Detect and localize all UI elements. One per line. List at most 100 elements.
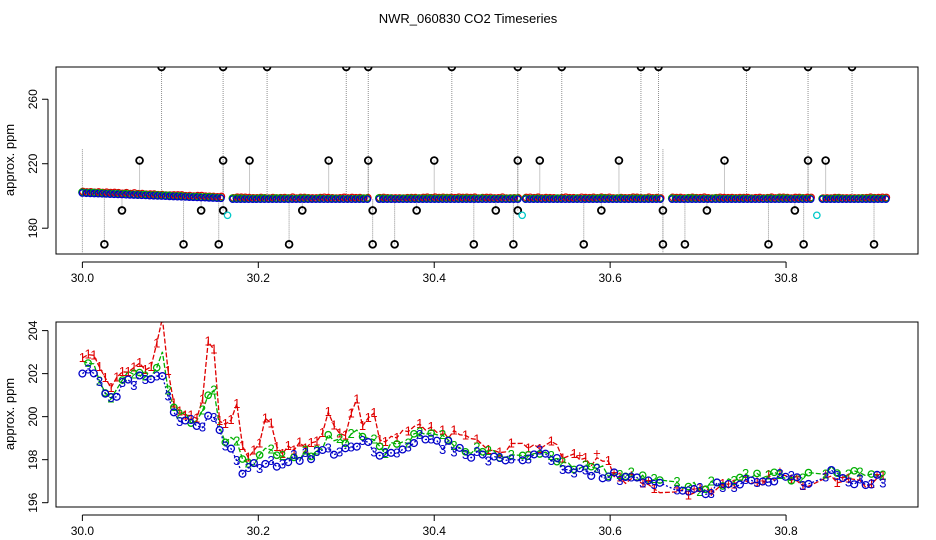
bottom-series1-marker: 1: [233, 396, 240, 411]
bottom-series2-circle: [518, 451, 527, 460]
top-series3-point: [391, 195, 399, 204]
bottom-series1-marker: 1: [450, 423, 457, 438]
top-series3-point: [676, 195, 684, 204]
bottom-series2-circle: [221, 438, 230, 447]
bottom-series1-marker: 1: [205, 334, 212, 349]
bottom-series2-marker: 2: [450, 438, 457, 453]
top-series3-point: [608, 195, 617, 204]
bottom-series2-marker: 2: [548, 448, 555, 463]
bottom-series1-marker: 1: [799, 478, 806, 493]
bottom-series1-marker: 1: [170, 396, 177, 411]
top-series3-point: [798, 195, 807, 204]
top-series3-point: [565, 195, 574, 204]
top-series3-point: [779, 195, 787, 204]
top-series3-point: [533, 195, 542, 204]
bottom-series1-marker: 1: [719, 476, 726, 491]
bottom-series1-plus: +: [690, 481, 698, 496]
top-series3-point: [806, 195, 815, 204]
top-series3-point: [640, 195, 649, 204]
bottom-series3-circle: [621, 472, 630, 482]
bottom-series2-circle: [84, 359, 92, 367]
top-series3-point: [703, 195, 712, 204]
bottom-series2-marker: 2: [165, 382, 172, 397]
bottom-series2-circle: [753, 469, 761, 478]
top-series3-point: [711, 195, 720, 204]
top-series3-point: [783, 195, 791, 204]
top-outlier-point: [368, 206, 377, 215]
top-outlier-point: [799, 240, 808, 249]
top-outlier-point: [702, 206, 712, 215]
bottom-series2-circle: [478, 447, 487, 456]
bottom-series3-circle: [587, 471, 596, 480]
bottom-series3-circle: [838, 474, 847, 483]
top-outlier-point: [803, 156, 813, 165]
top-series3-point: [826, 195, 835, 204]
top-series3-point: [454, 195, 463, 204]
bottom-series2-marker: 2: [742, 466, 749, 481]
bottom-series3-marker: 3: [279, 457, 286, 472]
top-series3-point: [383, 195, 392, 204]
top-series3-point: [557, 195, 566, 204]
bottom-series3-marker: 3: [439, 442, 446, 457]
bottom-series3-circle: [747, 476, 756, 485]
top-series3-point: [403, 195, 411, 204]
bottom-series2-circle: [587, 462, 596, 471]
bottom-series1-marker: 1: [302, 440, 309, 455]
top-series3-point: [304, 195, 312, 204]
top-outlier-point: [117, 206, 127, 215]
bottom-panel-x-tick-label: 30.8: [774, 524, 798, 538]
bottom-series3-circle: [712, 478, 722, 487]
bottom-panel-y-tick-label: 198: [26, 449, 40, 469]
bottom-series3-circle: [226, 444, 236, 453]
bottom-series3-circle: [421, 435, 430, 444]
bottom-series1-plus: +: [593, 446, 601, 461]
top-series3-point: [680, 195, 688, 204]
top-series3-point: [462, 195, 471, 204]
top-series3-point: [438, 195, 447, 204]
top-series3-point: [699, 195, 708, 204]
top-series3-point: [339, 195, 348, 204]
bottom-series3-marker: 3: [165, 388, 172, 403]
bottom-series2-marker: 2: [525, 448, 532, 463]
bottom-series3-marker: 3: [347, 440, 354, 455]
top-series3-point: [102, 190, 110, 198]
bottom-series3-marker: 3: [639, 476, 646, 491]
bottom-series3-marker: 3: [130, 378, 137, 393]
bottom-series3-circle: [770, 477, 779, 486]
top-outlier-point: [469, 240, 479, 249]
top-series3-point: [589, 195, 597, 204]
bottom-series3-circle: [467, 453, 476, 462]
bottom-series2-marker: 2: [845, 467, 852, 482]
top-series3-point: [264, 195, 273, 204]
bottom-series3-circle: [850, 480, 859, 489]
top-series3-point: [648, 195, 657, 204]
bottom-series3-circle: [793, 473, 802, 482]
top-outlier-point: [658, 240, 668, 249]
bottom-series1-marker: 1: [879, 468, 886, 483]
bottom-series3-marker: 3: [628, 469, 635, 484]
top-panel-y-tick-label: 220: [26, 153, 40, 173]
bottom-series3-marker: 3: [153, 368, 160, 383]
bottom-series3-marker: 3: [416, 427, 423, 442]
bottom-series1-plus: +: [793, 469, 801, 484]
top-series3-point: [490, 195, 498, 204]
bottom-series3-marker: 3: [673, 483, 680, 498]
top-series3-point: [98, 189, 107, 198]
top-series3-point: [478, 195, 487, 204]
top-series3-point: [300, 195, 308, 204]
bottom-series3-marker: 3: [325, 441, 332, 456]
bottom-series3-circle: [398, 445, 407, 454]
top-series3-point: [418, 195, 427, 204]
bottom-series1-marker: 1: [159, 310, 166, 325]
bottom-series1-marker: 1: [79, 350, 86, 365]
top-series3-point: [205, 193, 213, 202]
top-series3-point: [636, 195, 645, 204]
top-series3-point: [355, 195, 364, 204]
bottom-series3-marker: 3: [508, 452, 515, 467]
top-outlier-point: [513, 67, 523, 72]
top-outlier-point: [324, 156, 333, 165]
bottom-series2-circle: [535, 450, 544, 458]
bottom-series1-plus: +: [873, 466, 881, 481]
bottom-series3-marker: 3: [370, 445, 377, 460]
top-series3-point: [632, 195, 641, 204]
